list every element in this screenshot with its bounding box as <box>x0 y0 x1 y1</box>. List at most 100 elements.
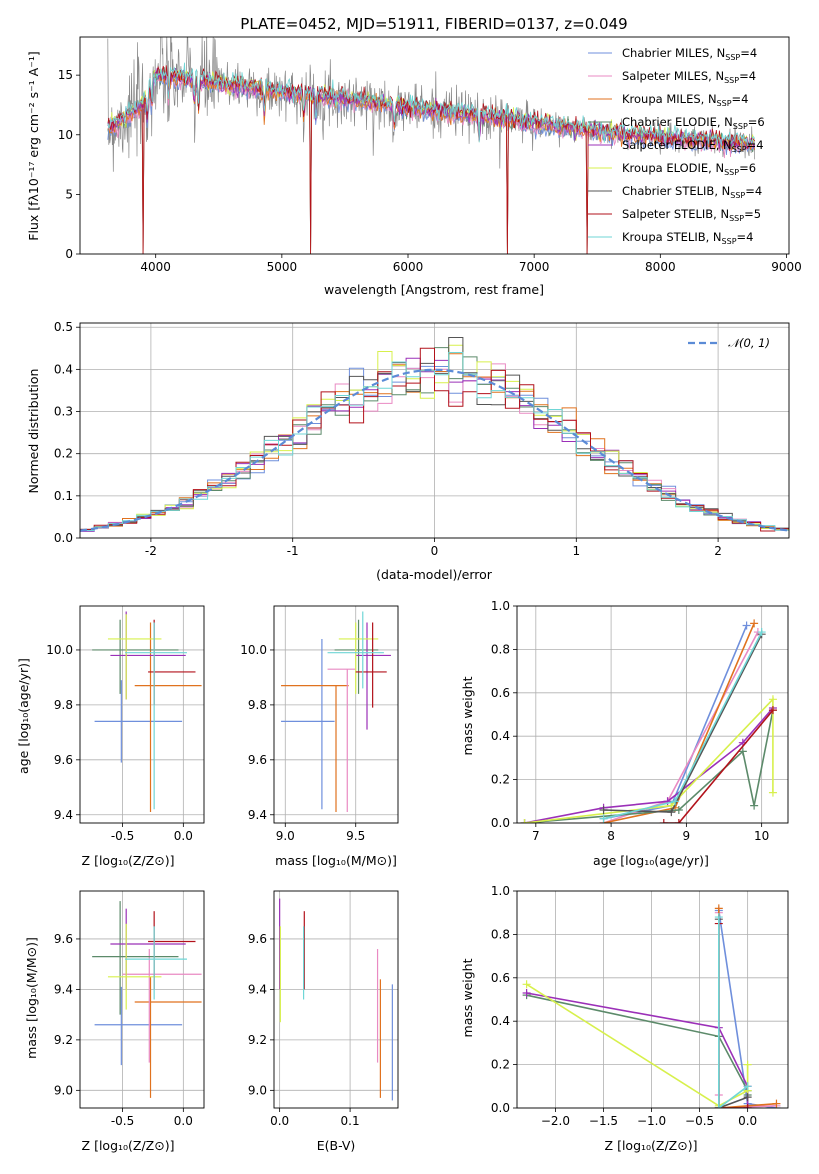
weight-point-marker <box>742 621 751 630</box>
age-vs-mass-panel: 9.0 9.5 9.4 9.6 9.8 10.0 <box>240 605 399 843</box>
legend-label: Chabrier MILES, NSSP=4 <box>622 46 757 62</box>
y-tick-label: 9.6 <box>54 753 73 767</box>
legend-label: Salpeter ELODIE, NSSP=4 <box>622 138 764 154</box>
legend-label: Chabrier ELODIE, NSSP=6 <box>622 115 765 131</box>
y-tick-label: 9.4 <box>248 982 267 996</box>
weight-point-marker <box>768 788 777 797</box>
y-tick-label: 0.0 <box>491 816 510 830</box>
legend-subscript: SSP <box>733 122 748 131</box>
weight-z-ylabel: mass weight <box>460 958 475 1037</box>
mass-z-ylabel: mass [log₁₀(M/M⊙)] <box>24 937 39 1059</box>
y-tick-label: 5 <box>65 187 73 201</box>
mass-z-xlabel: Z [log₁₀(Z/Z⊙)] <box>82 1138 175 1153</box>
x-tick-label: 6000 <box>393 260 424 274</box>
x-tick-label: 4000 <box>140 260 171 274</box>
legend-label: Salpeter STELIB, NSSP=5 <box>622 207 761 223</box>
legend-label: Kroupa STELIB, NSSP=4 <box>622 230 753 246</box>
x-tick-label: 10 <box>754 829 769 843</box>
y-tick-label: 9.0 <box>54 1083 73 1097</box>
weight-point-marker <box>667 808 676 817</box>
x-tick-label: 9000 <box>771 260 802 274</box>
legend-subscript: SSP <box>732 145 747 154</box>
weight-point-marker <box>520 819 529 823</box>
y-tick-label: 0 <box>65 247 73 261</box>
x-tick-label: 0.0 <box>174 829 193 843</box>
y-tick-label: 10 <box>58 128 73 142</box>
weight-point-marker <box>768 706 777 715</box>
y-tick-label: 10.0 <box>240 643 267 657</box>
weight-point-marker <box>757 628 766 637</box>
y-tick-label: 9.2 <box>248 1033 267 1047</box>
x-tick-label: 7000 <box>519 260 550 274</box>
y-tick-label: 9.4 <box>248 808 267 822</box>
weight-point-marker <box>743 1093 752 1102</box>
y-tick-label: 10.0 <box>46 643 73 657</box>
age-mass-xlabel: mass [log₁₀(M/M⊙)] <box>275 853 397 868</box>
y-tick-label: 1.0 <box>491 884 510 898</box>
x-tick-label: 8 <box>607 829 615 843</box>
weight-point-marker <box>599 805 608 814</box>
legend-suffix: =4 <box>745 184 762 198</box>
weight-point-marker <box>750 801 759 810</box>
x-tick-label: 9.0 <box>276 829 295 843</box>
legend-suffix: =4 <box>737 230 754 244</box>
axes-frame <box>79 890 205 1109</box>
weight-point-marker <box>714 1104 723 1108</box>
weight-point-marker <box>522 988 531 997</box>
legend-label: Kroupa ELODIE, NSSP=6 <box>622 161 756 177</box>
x-tick-label: −2.0 <box>541 1114 570 1128</box>
weight-age-ylabel: mass weight <box>460 676 475 755</box>
y-tick-label: 0.5 <box>54 320 73 334</box>
weight-vs-metallicity-panel: −2.0 −1.5 −1.0 −0.5 0.0 0.0 0.2 0.4 0.6 0.8 1.0 <box>491 884 789 1128</box>
legend-subscript: SSP <box>725 53 740 62</box>
y-tick-label: 0.2 <box>491 773 510 787</box>
x-tick-label: −1.5 <box>589 1114 618 1128</box>
y-tick-label: 9.8 <box>54 698 73 712</box>
weight-series-line <box>524 697 774 823</box>
plot-area <box>279 898 393 1101</box>
x-tick-label: 0.1 <box>341 1114 360 1128</box>
residual-histogram <box>80 347 789 532</box>
weight-point-marker <box>768 695 777 704</box>
y-tick-label: 0.4 <box>491 729 510 743</box>
axes-frame <box>516 605 789 824</box>
x-tick-label: -0.5 <box>111 829 134 843</box>
y-tick-label: 0.0 <box>491 1101 510 1115</box>
weight-series-line <box>526 983 749 1107</box>
y-tick-label: 0.8 <box>491 927 510 941</box>
weight-point-marker <box>674 819 683 823</box>
plot-area <box>281 611 391 813</box>
weight-series-line <box>603 625 748 820</box>
residual-xlabel: (data-model)/error <box>376 567 493 582</box>
legend-suffix: =4 <box>732 92 749 106</box>
axes-frame <box>273 605 399 824</box>
weight-series-line <box>526 992 749 1108</box>
weight-point-marker <box>674 805 683 814</box>
residual-histogram <box>80 352 789 532</box>
legend-subscript: SSP <box>724 76 739 85</box>
weight-point-marker <box>659 819 668 823</box>
weight-point-marker <box>522 980 531 989</box>
x-tick-label: -0.5 <box>111 1114 134 1128</box>
plot-area <box>92 611 202 813</box>
x-tick-label: 8000 <box>645 260 676 274</box>
x-tick-label: 0.0 <box>270 1114 289 1128</box>
weight-series-line <box>524 710 774 823</box>
legend-label: Salpeter MILES, NSSP=4 <box>622 69 756 85</box>
y-tick-label: 9.6 <box>248 753 267 767</box>
plot-area <box>520 619 777 823</box>
legend-subscript: SSP <box>722 237 737 246</box>
axes-frame <box>273 890 399 1109</box>
mass-vs-extinction-panel: 0.0 0.1 9.0 9.2 9.4 9.6 <box>248 890 399 1128</box>
y-tick-label: 9.4 <box>54 808 73 822</box>
legend-label: Chabrier STELIB, NSSP=4 <box>622 184 762 200</box>
y-tick-label: 0.2 <box>54 447 73 461</box>
weight-point-marker <box>743 1104 752 1108</box>
weight-vs-age-panel: 7 8 9 10 0.0 0.2 0.4 0.6 0.8 1.0 <box>491 599 789 843</box>
x-tick-label: 0.0 <box>738 1114 757 1128</box>
x-tick-label: 7 <box>532 829 540 843</box>
axes-frame <box>79 605 205 824</box>
legend-suffix: =4 <box>740 46 757 60</box>
y-tick-label: 9.6 <box>248 932 267 946</box>
